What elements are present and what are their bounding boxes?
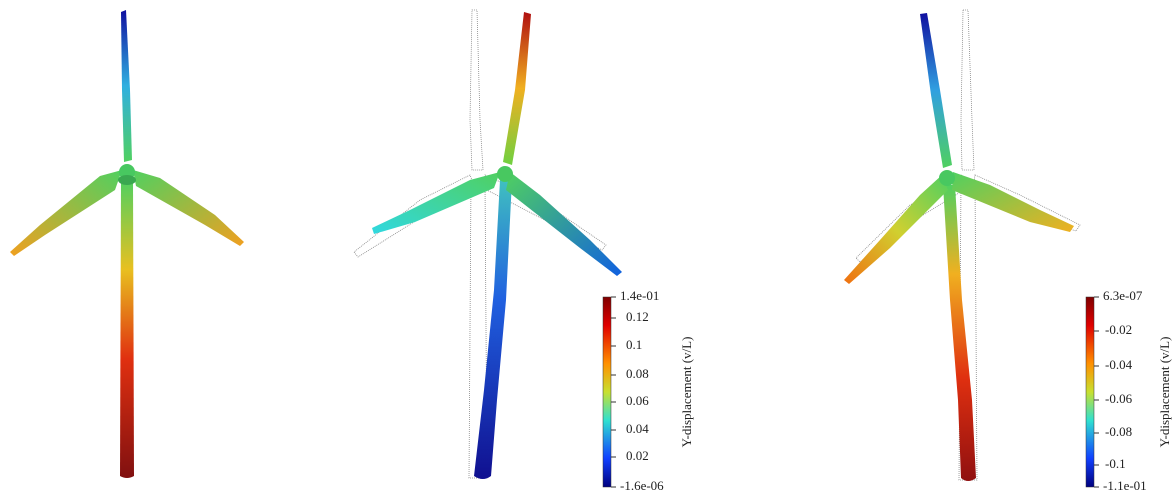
tick-label: -0.1 [1105,456,1126,471]
tick-label: 1.4e-01 [620,288,659,303]
tick-label: -0.08 [1105,424,1132,439]
tick-label: -0.02 [1105,322,1132,337]
colorbar-title: Y-displacement (v/L) [679,337,694,448]
tick-label: 0.08 [626,366,649,381]
tick-label: -0.04 [1105,357,1133,372]
tick-label: 0.06 [626,393,649,408]
tick-label: 0.1 [626,337,642,352]
turbine-deformed-b [844,10,1080,481]
tick-label: -1.6e-06 [620,478,664,493]
colorbar-scale [1086,297,1094,487]
colorbar: 1.4e-01 0.12 0.1 0.08 0.06 0.04 0.02 -1.… [603,288,694,493]
colorbar: 6.3e-07 -0.02 -0.04 -0.06 -0.08 -0.1 -1.… [1086,288,1172,493]
tick-label: 6.3e-07 [1103,288,1143,303]
tick-label: 0.04 [626,421,649,436]
colorbar-ticks [611,297,616,487]
colorbar-title: Y-displacement (v/L) [1157,337,1172,448]
colorbar-scale [603,297,611,487]
turbine-deformed-a [354,10,622,479]
tick-label: 0.12 [626,309,649,324]
tick-label: -0.06 [1105,391,1133,406]
turbine-undeformed [10,10,244,478]
tick-label: -1.1e-01 [1103,478,1147,493]
colorbar-ticks [1094,297,1099,487]
tick-label: 0.02 [626,448,649,463]
figure: 1.4e-01 0.12 0.1 0.08 0.06 0.04 0.02 -1.… [0,0,1176,494]
